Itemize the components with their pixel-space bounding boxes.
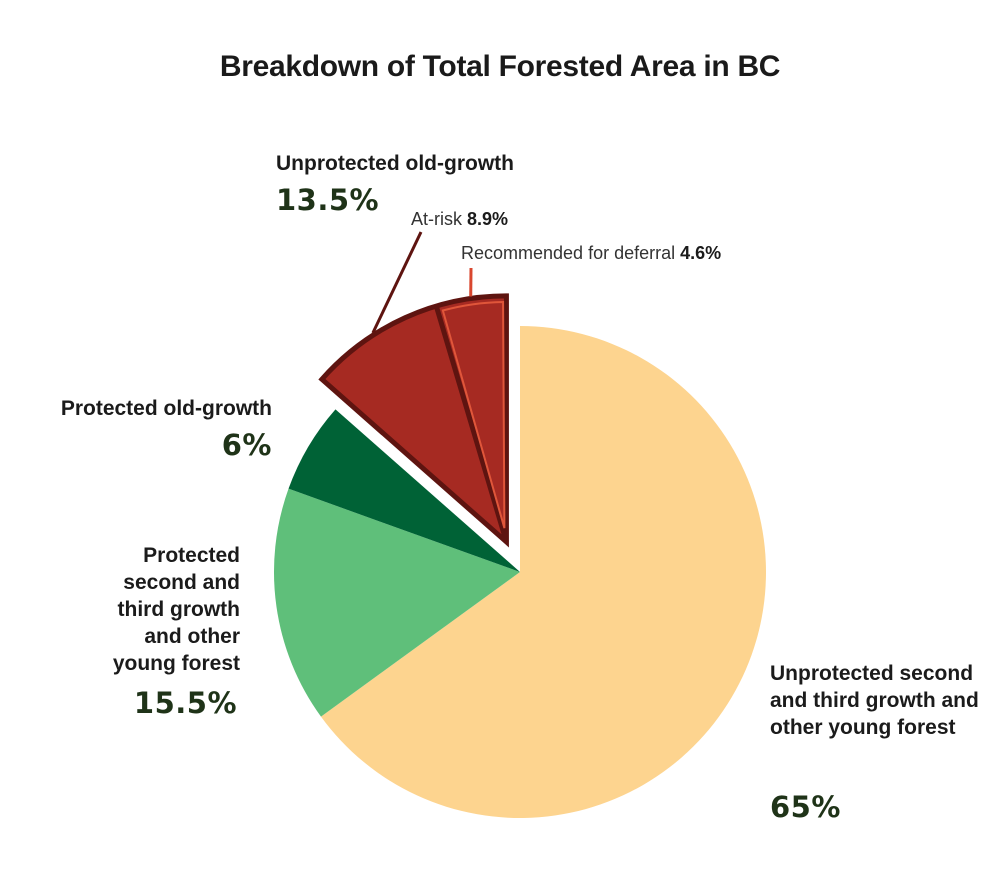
label-unprotected-young-forest: Unprotected second and third growth and … (770, 660, 985, 741)
label-at-risk: At-risk 8.9% (411, 209, 508, 230)
label-recommended-for-deferral: Recommended for deferral 4.6% (461, 243, 721, 264)
value-unprotected-old-growth: 13.5% (276, 183, 380, 217)
value-recommended-for-deferral: 4.6% (680, 243, 722, 263)
label-unprotected-old-growth: Unprotected old-growth (276, 152, 514, 175)
value-protected-young-forest: 15.5% (133, 686, 237, 720)
value-protected-old-growth: 6% (221, 428, 272, 462)
label-protected-young-forest: Protected second and third growth and ot… (95, 542, 240, 677)
pie-slice-unprotected-old-growth (318, 293, 509, 548)
label-at-risk-text: At-risk (411, 209, 462, 229)
sub-slice-outline-recommended-for-deferral (441, 300, 506, 529)
label-unprotected-young-forest-text: Unprotected second and third growth and … (770, 662, 979, 739)
chart-title: Breakdown of Total Forested Area in BC (219, 50, 781, 83)
leader-line-at-risk (371, 231, 423, 334)
value-unprotected-young-forest: 65% (770, 790, 841, 824)
pie-slice-unprotected-second-and-third-growth-and-other-young-forest (320, 326, 766, 818)
label-protected-old-growth: Protected old-growth (60, 397, 272, 420)
sub-slice-divider-recommended-for-deferral (434, 307, 509, 543)
value-at-risk: 8.9% (467, 209, 509, 229)
pie-slice-protected-second-and-third-growth-and-other-young-forest (273, 488, 520, 717)
label-protected-young-forest-text: Protected second and third growth and ot… (112, 544, 240, 675)
label-recommended-for-deferral-text: Recommended for deferral (461, 243, 676, 263)
pie-slice-protected-old-growth (288, 409, 520, 572)
